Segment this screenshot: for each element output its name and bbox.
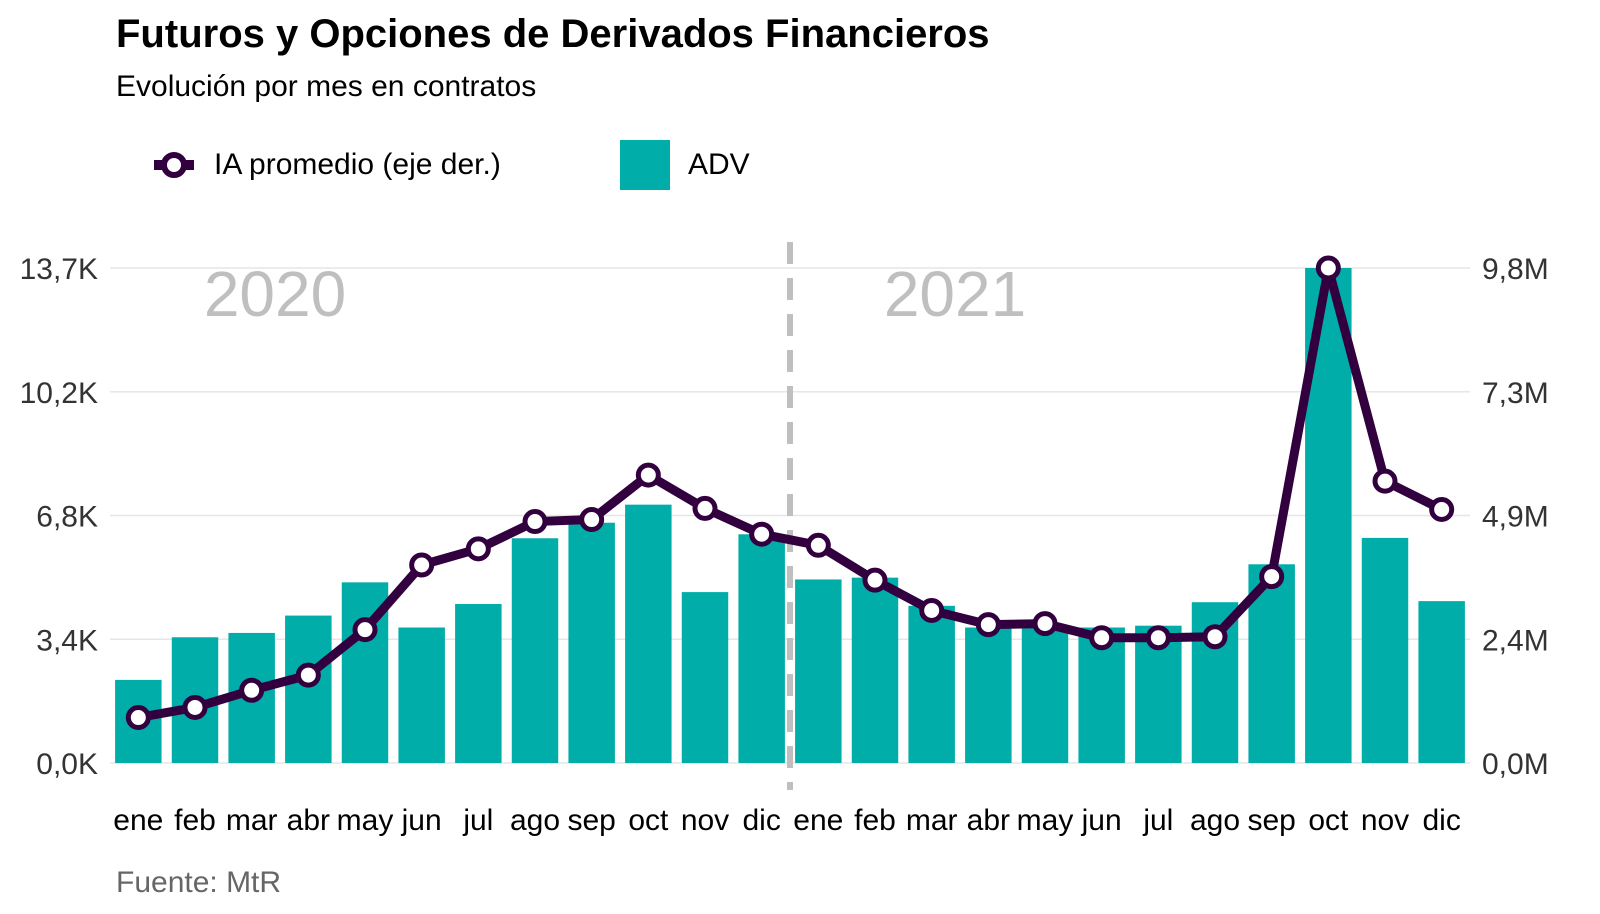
bar [908,605,955,763]
y-left-tick-label: 0,0K [36,748,98,781]
line-point [692,495,718,521]
y-right-tick-label: 4,9M [1482,501,1549,534]
legend-bar-swatch-icon [620,140,670,190]
x-tick-label: may [1017,804,1074,837]
x-tick-label: may [337,804,394,837]
x-tick-label: mar [226,804,278,837]
bar [1418,601,1465,763]
bar [625,504,672,763]
y-left-tick-label: 6,8K [36,501,98,534]
year-label: 2021 [884,258,1026,330]
legend-label-bar: ADV [688,148,750,181]
bar [511,538,559,763]
bar [455,604,502,763]
x-tick-label: feb [174,804,216,837]
bar [795,579,842,763]
line-point [749,521,775,547]
x-tick-label: sep [1247,804,1295,837]
line-point [239,677,265,703]
x-tick-label: oct [1308,804,1349,837]
y-right-tick-label: 2,4M [1482,624,1549,657]
y-left-tick-label: 3,4K [36,624,98,657]
y-right-tick-label: 9,8M [1482,253,1549,286]
y-left-tick-label: 10,2K [20,377,98,410]
line-point [1202,624,1228,650]
x-tick-label: mar [906,804,958,837]
x-tick-label: feb [854,804,896,837]
x-tick-label: jun [1081,804,1122,837]
x-tick-label: ago [510,804,560,837]
line-point [1372,468,1398,494]
x-tick-label: ene [113,804,163,837]
line-point [295,662,321,688]
line-point [1429,496,1455,522]
line-point [1145,625,1171,651]
x-tick-label: jul [1142,804,1173,837]
line-point [125,705,151,731]
legend-label-line: IA promedio (eje der.) [214,148,501,181]
chart-subtitle: Evolución por mes en contratos [116,70,537,103]
x-tick-label: jul [462,804,493,837]
line-point [579,507,605,533]
line-point [1032,611,1058,637]
line-point [975,612,1001,638]
bar [398,627,445,763]
x-tick-label: nov [1361,804,1409,837]
bar [738,534,785,763]
bar [1361,537,1409,763]
x-tick-label: jun [401,804,442,837]
bar [568,522,615,763]
bar [1021,626,1069,763]
bar [285,615,332,763]
bar [681,592,729,763]
x-tick-label: abr [287,804,330,837]
legend-item-bar: ADV [620,140,750,190]
line-point [1089,625,1115,651]
line-point [465,536,491,562]
x-tick-label: dic [742,804,780,837]
bar [965,627,1012,763]
line-point [409,552,435,578]
bar [851,577,899,763]
chart-title: Futuros y Opciones de Derivados Financie… [116,12,990,56]
line-point [919,597,945,623]
line-point [862,567,888,593]
x-tick-label: ago [1190,804,1240,837]
x-tick-label: nov [681,804,729,837]
y-right-tick-label: 0,0M [1482,748,1549,781]
line-point [352,617,378,643]
line-point [182,694,208,720]
x-tick-label: oct [628,804,669,837]
x-tick-label: abr [967,804,1010,837]
line-point [522,509,548,535]
legend-item-line: IA promedio (eje der.) [152,140,501,190]
y-right-tick-label: 7,3M [1482,377,1549,410]
chart-source: Fuente: MtR [116,866,282,899]
year-label: 2020 [204,258,346,330]
x-tick-label: dic [1422,804,1460,837]
line-point [635,462,661,488]
line-point [1259,564,1285,590]
legend-line-marker-icon [154,152,194,178]
y-left-tick-label: 13,7K [20,253,98,286]
line-point [805,532,831,558]
x-tick-label: sep [567,804,615,837]
x-tick-label: ene [793,804,843,837]
line-point [1315,255,1341,281]
